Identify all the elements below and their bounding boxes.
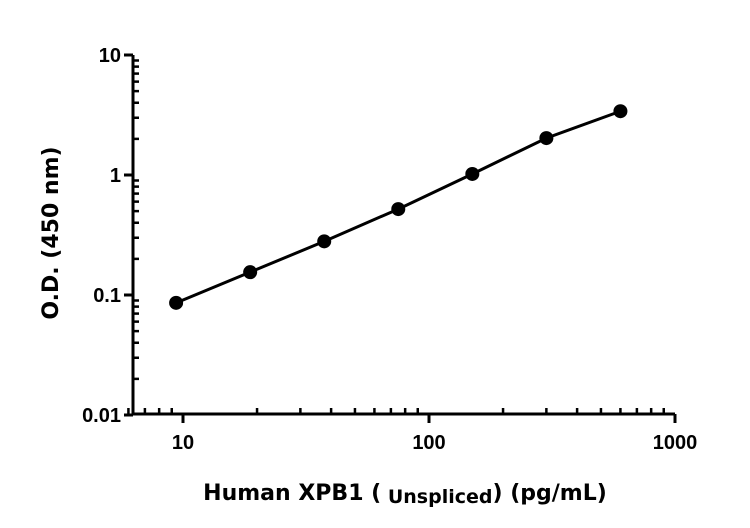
x-tick-label: 100 bbox=[412, 432, 445, 454]
plot-series bbox=[169, 104, 628, 310]
y-tick-label: 0.1 bbox=[93, 285, 121, 307]
x-axis-title: Human XPB1 ( Unspliced) (pg/mL) bbox=[203, 481, 607, 508]
data-point bbox=[613, 104, 628, 119]
data-point bbox=[465, 166, 480, 181]
data-point bbox=[169, 295, 184, 310]
data-point bbox=[539, 131, 554, 146]
x-tick-label: 1000 bbox=[653, 432, 698, 454]
y-tick-label: 10 bbox=[99, 45, 121, 67]
data-point bbox=[317, 234, 332, 249]
x-tick-label: 10 bbox=[172, 432, 194, 454]
axes: 0.01 0.1 1 10 10 100 1000 bbox=[82, 45, 697, 454]
y-tick-label: 1 bbox=[110, 165, 121, 187]
y-tick-label: 0.01 bbox=[82, 405, 121, 427]
data-point bbox=[391, 202, 406, 217]
y-axis-title: O.D. (450 nm) bbox=[39, 146, 64, 319]
data-point bbox=[243, 265, 258, 280]
